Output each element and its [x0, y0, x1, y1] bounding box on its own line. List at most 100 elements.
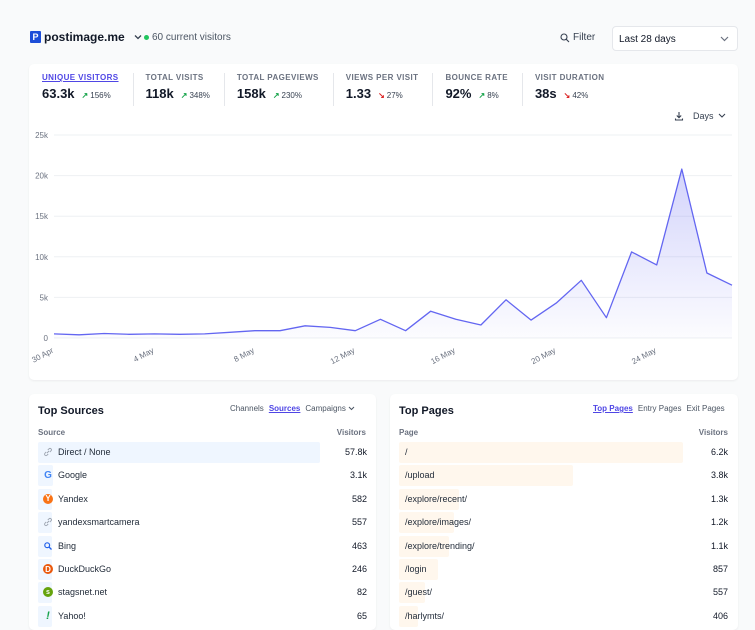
row-value: 557 [351, 517, 367, 528]
x-tick-label: 8 May [232, 346, 255, 364]
filter-button[interactable]: Filter [560, 32, 595, 43]
row-label-text: stagsnet.net [58, 587, 108, 598]
list-item[interactable]: / 6.2k [399, 442, 728, 463]
row-label: / [405, 447, 408, 457]
list-item[interactable]: /login 857 [399, 559, 728, 580]
tab-channels[interactable]: Channels [230, 404, 264, 413]
stat-value: 92% [445, 86, 472, 101]
row-value: 82 [356, 587, 367, 598]
stat-visit-duration[interactable]: VISIT DURATION 38s ↘ 42% [535, 73, 618, 106]
period-select[interactable]: Last 28 days [612, 26, 738, 51]
list-item[interactable]: /upload 3.8k [399, 465, 728, 487]
top-sources-title: Top Sources [38, 405, 104, 417]
list-item[interactable]: s stagsnet.net 82 [38, 582, 367, 604]
row-label: Bing [43, 541, 76, 551]
yahoo-icon: ! [46, 609, 50, 622]
stat-change: ↗ 8% [478, 91, 498, 100]
list-item[interactable]: /explore/recent/1.3k [399, 488, 728, 510]
row-value: 3.8k [710, 470, 728, 481]
list-item[interactable]: D DuckDuckGo 246 [38, 559, 367, 580]
row-bar [399, 512, 454, 534]
arrow-up-icon: ↗ [180, 91, 188, 100]
stat-change-value: 42% [572, 91, 589, 100]
arrow-up-icon: ↗ [81, 91, 89, 100]
site-switcher[interactable]: P postimage.me [30, 30, 143, 44]
stat-views-per-visit[interactable]: VIEWS PER VISIT 1.33 ↘ 27% [346, 73, 434, 106]
interval-picker[interactable]: Days [674, 111, 726, 121]
y-tick-label: 5k [40, 293, 49, 302]
row-label-text: Google [58, 470, 88, 481]
row-label: /harlymts/ [405, 611, 444, 621]
list-item[interactable]: Direct / None 57.8k [38, 442, 367, 463]
row-label: /login [405, 564, 427, 574]
stat-total-visits[interactable]: TOTAL VISITS 118k ↗ 348% [146, 73, 225, 106]
col-header-visitors: Visitors [698, 428, 728, 437]
arrow-up-icon: ↗ [272, 91, 280, 100]
row-label-text: /explore/images/ [405, 517, 472, 528]
stat-total-pageviews[interactable]: TOTAL PAGEVIEWS 158k ↗ 230% [237, 73, 334, 106]
stat-change: ↗ 230% [273, 91, 302, 100]
download-icon[interactable] [674, 111, 684, 121]
list-item[interactable]: ! Yahoo! 65 [38, 605, 367, 627]
y-tick-label: 25k [35, 131, 49, 140]
row-label: /explore/trending/ [405, 541, 475, 551]
row-label-text: /explore/recent/ [405, 493, 468, 504]
list-item[interactable]: yandexsmartcamera 557 [38, 512, 367, 534]
row-value: 3.1k [349, 470, 367, 481]
row-value: 406 [712, 610, 728, 621]
row-bar [399, 488, 459, 510]
tab-campaigns[interactable]: Campaigns [305, 404, 355, 413]
col-header-source: Source [38, 428, 66, 437]
stat-change: ↗ 156% [82, 91, 111, 100]
row-label: /guest/ [405, 587, 432, 597]
stat-bounce-rate[interactable]: BOUNCE RATE 92% ↗ 8% [445, 73, 523, 106]
tab-exit-pages[interactable]: Exit Pages [686, 404, 725, 413]
pages-tabs: Top Pages Entry Pages Exit Pages [588, 404, 725, 413]
row-bar [399, 442, 683, 463]
top-bar: P postimage.me 60 current visitors Filte… [30, 26, 739, 52]
x-tick-label: 12 May [329, 346, 356, 366]
list-item[interactable]: /harlymts/406 [399, 605, 728, 627]
y-tick-label: 10k [35, 253, 49, 262]
stat-change-value: 230% [281, 91, 302, 100]
chevron-down-icon [720, 36, 729, 42]
sources-tabs: Channels Sources Campaigns [225, 404, 355, 413]
stat-change-value: 156% [90, 91, 111, 100]
chevron-down-icon [348, 406, 355, 411]
row-label: Direct / None [43, 447, 111, 457]
row-label-text: DuckDuckGo [58, 564, 112, 574]
row-bar [399, 465, 574, 487]
row-value: 6.2k [710, 447, 728, 457]
list-item[interactable]: /guest/557 [399, 582, 728, 604]
stat-label: TOTAL VISITS [145, 73, 204, 82]
stat-row: 158k ↗ 230% [237, 86, 319, 101]
row-label: /upload [405, 470, 435, 480]
stat-label: VISIT DURATION [534, 73, 605, 82]
site-favicon-icon: P [30, 31, 41, 43]
live-dot-icon [144, 35, 149, 40]
tab-entry-pages[interactable]: Entry Pages [637, 404, 682, 413]
duckduckgo-icon: D [43, 564, 53, 574]
y-tick-label: 15k [35, 212, 49, 221]
current-visitors[interactable]: 60 current visitors [144, 32, 231, 43]
row-bar [38, 605, 52, 627]
stat-unique-visitors[interactable]: UNIQUE VISITORS 63.3k ↗ 156% [42, 73, 134, 106]
row-label-text: yandexsmartcamera [58, 517, 140, 528]
row-value: 57.8k [344, 447, 367, 457]
top-sources-card: Top Sources Channels Sources Campaigns S… [29, 394, 376, 630]
row-value: 582 [351, 493, 367, 504]
list-item[interactable]: G Google 3.1k [38, 465, 367, 487]
list-item[interactable]: Bing 463 [38, 535, 367, 557]
stat-change: ↗ 348% [181, 91, 210, 100]
row-label-text: Direct / None [58, 447, 111, 457]
col-header-page: Page [399, 428, 419, 437]
x-tick-label: 30 Apr [30, 346, 55, 365]
list-item[interactable]: /explore/trending/1.1k [399, 535, 728, 557]
row-label: /explore/images/ [405, 517, 471, 527]
list-item[interactable]: /explore/images/1.2k [399, 512, 728, 534]
list-item[interactable]: Y Yandex 582 [38, 488, 367, 510]
stat-row: 92% ↗ 8% [445, 86, 507, 101]
tab-campaigns-label: Campaigns [305, 404, 346, 413]
tab-sources[interactable]: Sources [268, 404, 301, 413]
tab-top-pages[interactable]: Top Pages [593, 404, 633, 413]
